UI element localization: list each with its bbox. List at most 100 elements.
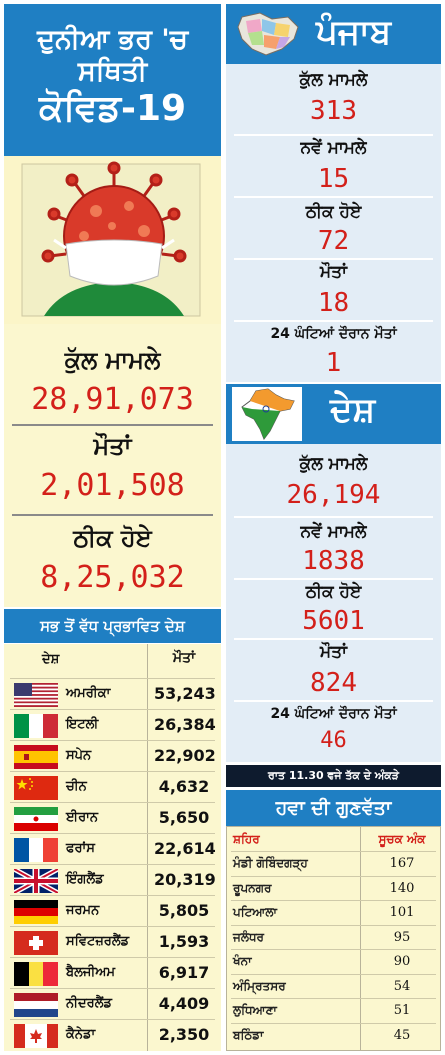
virus-mask-illustration bbox=[21, 161, 201, 317]
country-deaths: 20,319 bbox=[154, 870, 216, 889]
world-column: ਦੁਨੀਆ ਭਰ 'ਚ ਸਥਿਤੀ ਕੋਵਿਡ-19 bbox=[4, 4, 221, 1051]
divider bbox=[12, 424, 213, 426]
country-name: ਚੀਨ bbox=[66, 779, 87, 794]
world-deaths-value: 2,01,508 bbox=[40, 468, 185, 503]
row-divider bbox=[10, 802, 215, 803]
punjab-deaths-label: ਮੌਤਾਂ bbox=[320, 262, 347, 282]
divider bbox=[234, 134, 433, 136]
country-name: ਸਵਿਟਜ਼ਰਲੈਂਡ bbox=[66, 934, 130, 949]
divider bbox=[234, 638, 433, 640]
most-affected-countries-title: ਸਭ ਤੋਂ ਵੱਧ ਪ੍ਰਭਾਵਿਤ ਦੇਸ਼ bbox=[4, 609, 221, 643]
city-name: ਖੰਨਾ bbox=[233, 954, 252, 968]
countries-table: ਦੇਸ਼ ਮੌਤਾਂ ਅਮਰੀਕਾ 53,243 ਇਟਲੀ 26,384 ਸਪੇਨ 22,… bbox=[4, 644, 221, 1051]
data-time-note: ਰਾਤ 11.30 ਵਜੇ ਤੱਕ ਦੇ ਅੰਕੜੇ bbox=[226, 765, 441, 787]
row-divider bbox=[10, 709, 215, 710]
punjab-map-icon bbox=[237, 12, 299, 56]
title-world-status: ਦੁਨੀਆ ਭਰ 'ਚ ਸਥਿਤੀ bbox=[37, 24, 188, 87]
divider bbox=[234, 320, 433, 322]
world-total-cases-label: ਕੁੱਲ ਮਾਮਲੇ bbox=[64, 346, 161, 374]
column-header-city: ਸ਼ਹਿਰ bbox=[233, 832, 260, 846]
belgium-flag-icon bbox=[14, 962, 58, 986]
country-name: ਬੈਲਜੀਅਮ bbox=[66, 965, 116, 980]
table-row: ਬਠਿੰਡਾ 45 bbox=[227, 1022, 440, 1047]
punjab-stats-panel: ਕੁੱਲ ਮਾਮਲੇ 313 ਨਵੇਂ ਮਾਮਲੇ 15 ਠੀਕ ਹੋਏ 72 … bbox=[226, 64, 441, 382]
world-total-cases-value: 28,91,073 bbox=[31, 382, 194, 417]
country-deaths: 5,650 bbox=[158, 808, 210, 827]
row-divider bbox=[10, 678, 215, 679]
table-row: ਖੰਨਾ 90 bbox=[227, 949, 440, 973]
punjab-total-cases-value: 313 bbox=[310, 96, 357, 126]
virus-illustration-panel bbox=[4, 156, 221, 324]
country-deaths: 22,614 bbox=[154, 839, 216, 858]
india-recovered-label: ਠੀਕ ਹੋਏ bbox=[305, 582, 362, 602]
table-row: ਨੀਦਰਲੈਂਡ 4,409 bbox=[4, 988, 221, 1021]
iran-flag-icon bbox=[14, 807, 58, 831]
country-name: ਫਰਾਂਸ bbox=[66, 841, 95, 856]
punjab-recovered-value: 72 bbox=[317, 226, 350, 256]
table-header-row: ਦੇਸ਼ ਮੌਤਾਂ bbox=[4, 644, 221, 677]
country-deaths: 1,593 bbox=[158, 932, 210, 951]
divider bbox=[234, 258, 433, 260]
germany-flag-icon bbox=[14, 900, 58, 924]
country-name: ਇਟਲੀ bbox=[66, 717, 99, 732]
punjab-new-cases-label: ਨਵੇਂ ਮਾਮਲੇ bbox=[300, 138, 367, 158]
air-quality-index: 167 bbox=[389, 856, 415, 871]
air-quality-table: ਸ਼ਹਿਰ ਸੂਚਕ ਅੰਕ ਮੰਡੀ ਗੋਬਿੰਦਗੜ੍ਹ 167 ਰੂਪਨਗਰ 1… bbox=[226, 826, 441, 1051]
air-quality-index: 95 bbox=[393, 929, 411, 945]
air-quality-index: 140 bbox=[389, 880, 415, 896]
row-divider bbox=[10, 740, 215, 741]
table-row: ਲੁਧਿਆਣਾ 51 bbox=[227, 998, 440, 1022]
punjab-recovered-label: ਠੀਕ ਹੋਏ bbox=[305, 202, 362, 222]
country-name: ਇੰਗਲੈਂਡ bbox=[66, 872, 104, 887]
row-divider bbox=[231, 973, 436, 975]
row-divider bbox=[10, 864, 215, 865]
india-title: ਦੇਸ਼ bbox=[330, 390, 376, 430]
title-covid19: ਕੋਵਿਡ-19 bbox=[38, 88, 187, 129]
divider bbox=[234, 578, 433, 580]
row-divider bbox=[10, 833, 215, 834]
india-new-cases-label: ਨਵੇਂ ਮਾਮਲੇ bbox=[300, 522, 367, 542]
country-name: ਜਰਮਨ bbox=[66, 903, 100, 918]
country-deaths: 22,902 bbox=[154, 746, 216, 765]
column-separator bbox=[360, 827, 361, 1050]
india-recovered-value: 5601 bbox=[302, 606, 365, 636]
table-row: ਜਲੰਧਰ 95 bbox=[227, 924, 440, 949]
country-deaths: 4,632 bbox=[158, 777, 210, 796]
row-divider bbox=[10, 988, 215, 989]
china-flag-icon bbox=[14, 776, 58, 800]
punjab-deaths-24h-value: 1 bbox=[325, 348, 342, 378]
punjab-title: ਪੰਜਾਬ bbox=[316, 12, 392, 52]
country-deaths: 26,384 bbox=[154, 715, 216, 734]
italy-flag-icon bbox=[14, 714, 58, 738]
row-divider bbox=[10, 771, 215, 772]
netherlands-flag-icon bbox=[14, 993, 58, 1017]
table-row: ਫਰਾਂਸ 22,614 bbox=[4, 833, 221, 866]
punjab-total-cases-label: ਕੁੱਲ ਮਾਮਲੇ bbox=[299, 70, 368, 90]
india-deaths-24h-value: 46 bbox=[320, 728, 347, 753]
air-quality-index: 54 bbox=[393, 978, 411, 994]
row-divider bbox=[231, 998, 436, 999]
india-header: ਦੇਸ਼ bbox=[226, 384, 441, 444]
punjab-header: ਪੰਜਾਬ bbox=[226, 4, 441, 64]
row-divider bbox=[10, 895, 215, 896]
canada-flag-icon bbox=[14, 1024, 58, 1048]
country-name: ਨੀਦਰਲੈਂਡ bbox=[66, 996, 112, 1011]
world-stats-panel: ਕੁੱਲ ਮਾਮਲੇ 28,91,073 ਮੌਤਾਂ 2,01,508 ਠੀਕ … bbox=[4, 324, 221, 607]
punjab-new-cases-value: 15 bbox=[317, 164, 350, 194]
country-name: ਸਪੇਨ bbox=[66, 748, 92, 763]
india-new-cases-value: 1838 bbox=[302, 546, 365, 576]
country-deaths: 4,409 bbox=[158, 994, 210, 1013]
table-row: ਬੈਲਜੀਅਮ 6,917 bbox=[4, 957, 221, 990]
row-divider bbox=[10, 1019, 215, 1020]
india-map-icon bbox=[232, 387, 302, 441]
divider bbox=[234, 196, 433, 198]
france-flag-icon bbox=[14, 838, 58, 862]
air-quality-index: 101 bbox=[389, 905, 415, 920]
table-row: ਅਮਰੀਕਾ 53,243 bbox=[4, 678, 221, 711]
column-header-country: ਦੇਸ਼ bbox=[42, 652, 60, 667]
india-deaths-value: 824 bbox=[310, 668, 357, 698]
city-name: ਬਠਿੰਡਾ bbox=[233, 1027, 264, 1042]
india-deaths-24h-label: 24 ਘੰਟਿਆਂ ਦੌਰਾਨ ਮੌਤਾਂ bbox=[270, 706, 397, 722]
table-row: ਕੈਨੇਡਾ 2,350 bbox=[4, 1019, 221, 1052]
world-recovered-label: ਠੀਕ ਹੋਏ bbox=[73, 524, 152, 552]
